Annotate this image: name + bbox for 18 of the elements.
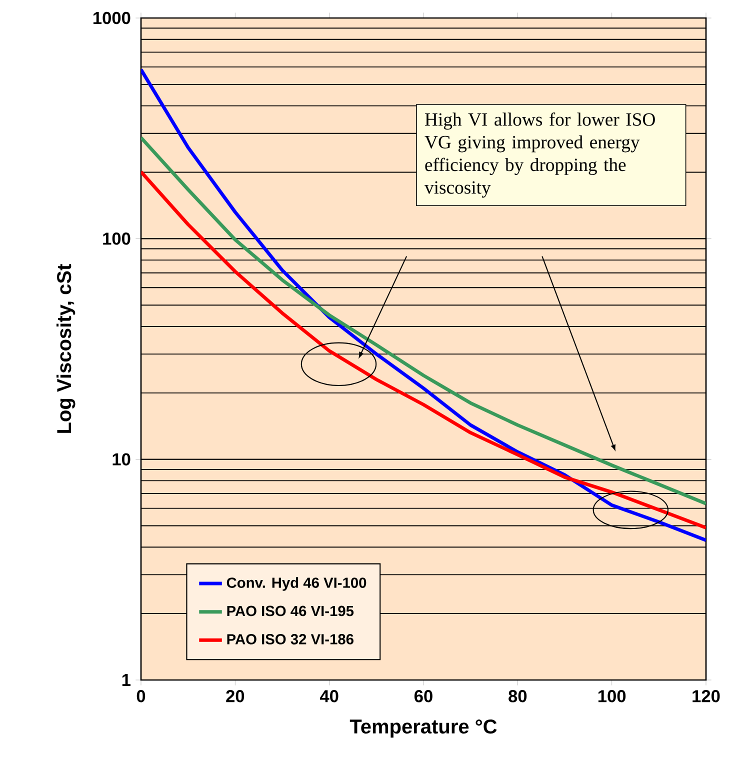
y-tick-label: 1000 xyxy=(93,12,130,24)
x-axis-title: Temperature °C xyxy=(350,719,497,738)
legend-label: PAO ISO 46 VI-195 xyxy=(227,606,354,616)
x-tick-label: 120 xyxy=(692,690,720,702)
x-tick-label: 40 xyxy=(320,690,338,702)
legend-label: PAO ISO 32 VI-186 xyxy=(227,634,354,644)
x-tick-label: 20 xyxy=(226,690,244,702)
x-tick-label: 80 xyxy=(508,690,527,702)
x-tick-label: 100 xyxy=(598,690,626,702)
legend-label: Conv. Hyd 46 VI-100 xyxy=(226,577,366,591)
y-tick-label: 100 xyxy=(103,232,130,245)
x-tick-label: 0 xyxy=(136,690,146,702)
y-tick-label: 1 xyxy=(122,674,130,686)
x-tick-label: 60 xyxy=(414,690,432,702)
annotation: High VI allows for lower ISO VG giving improved energy efficiency by dropping the viscosity xyxy=(424,112,655,198)
line-series xyxy=(141,68,706,542)
y-axis-title: Log Viscosity, cSt xyxy=(56,264,76,433)
y-tick-label: 10 xyxy=(112,453,130,466)
